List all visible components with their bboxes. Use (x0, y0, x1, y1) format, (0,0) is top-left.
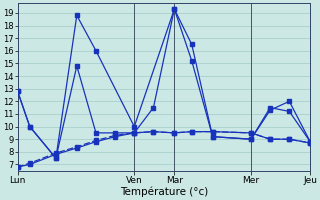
X-axis label: Température (°c): Température (°c) (120, 187, 208, 197)
